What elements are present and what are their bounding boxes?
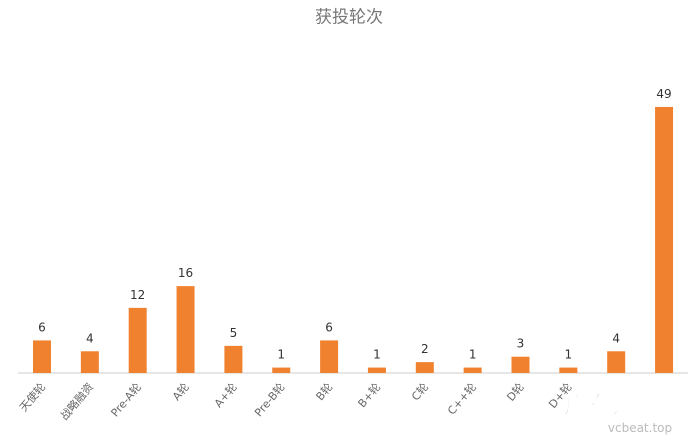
value-label: 2	[421, 342, 429, 356]
x-tick-label: A轮	[169, 380, 192, 403]
bar	[511, 356, 530, 373]
x-tick-label: B轮	[313, 380, 336, 403]
watermark: 广东龙网	[564, 391, 660, 419]
bar	[367, 367, 386, 373]
value-label: 1	[469, 348, 477, 362]
value-label: 5	[230, 326, 238, 340]
bar	[320, 340, 339, 373]
x-tick-label: Pre-B轮	[251, 380, 287, 419]
bar	[463, 367, 482, 373]
bar	[33, 340, 51, 373]
bar	[559, 367, 578, 373]
x-tick-label: 天使轮	[16, 380, 48, 414]
bar	[128, 307, 147, 373]
x-tick-label: Pre-A轮	[108, 380, 144, 419]
value-label: 1	[277, 348, 285, 362]
value-label: 4	[86, 331, 94, 345]
bar	[607, 351, 626, 373]
bars: 6 天使轮 4 战略融资 12 Pre-A轮 16 A轮 5 A+轮 1 Pre-B轮 6 B轮 1 B+轮 2…	[16, 87, 674, 423]
bar	[176, 286, 195, 373]
value-label: 4	[612, 331, 620, 345]
value-label: 6	[325, 320, 333, 334]
watermark-sub: vcbeat.top	[608, 421, 672, 435]
bar	[224, 345, 243, 373]
x-tick-label: B+轮	[355, 380, 384, 410]
value-label: 1	[373, 348, 381, 362]
value-label: 12	[130, 288, 145, 302]
x-tick-label: C++轮	[444, 380, 479, 417]
x-tick-label: D轮	[504, 380, 527, 404]
value-label: 49	[656, 87, 671, 101]
x-tick-label: A+轮	[211, 380, 240, 410]
x-tick-label: C轮	[408, 380, 431, 403]
chart-title: 获投轮次	[315, 8, 383, 28]
bar	[80, 351, 99, 373]
value-label: 16	[178, 266, 193, 280]
bar	[655, 106, 674, 374]
bar	[272, 367, 291, 373]
value-label: 1	[565, 348, 573, 362]
value-label: 3	[517, 337, 525, 351]
x-tick-label: 战略融资	[57, 380, 96, 423]
bar	[415, 362, 434, 373]
value-label: 6	[38, 320, 46, 334]
